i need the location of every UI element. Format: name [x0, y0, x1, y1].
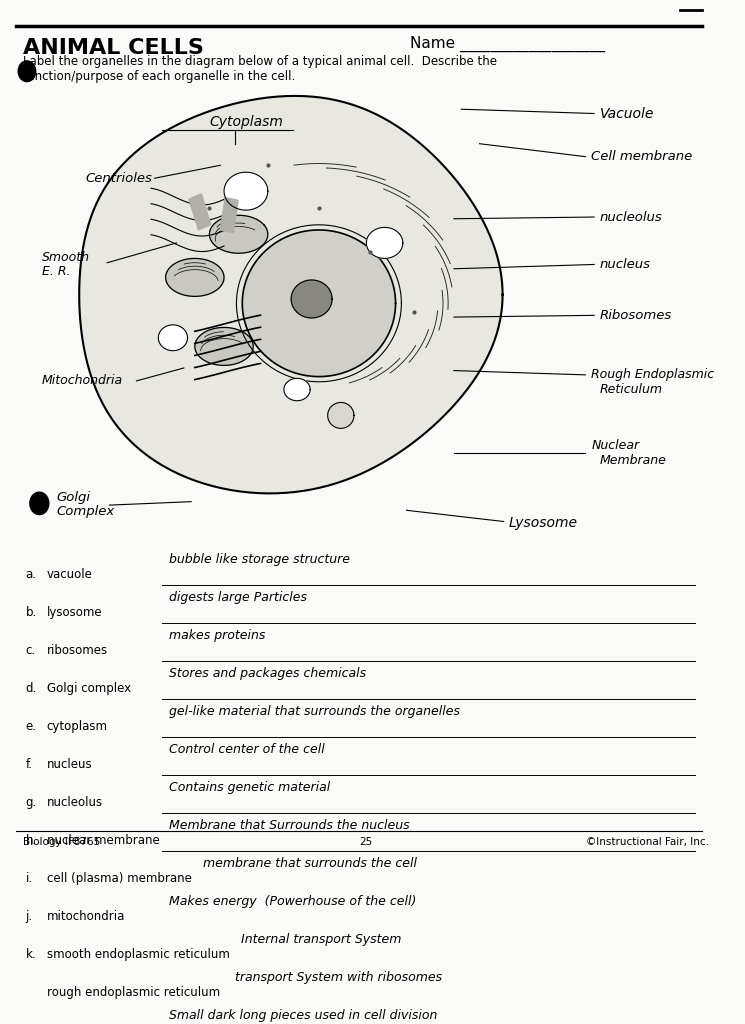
Text: Vacuole: Vacuole [600, 106, 654, 121]
Text: rough endoplasmic reticulum: rough endoplasmic reticulum [47, 986, 220, 999]
Text: ANIMAL CELLS: ANIMAL CELLS [23, 38, 204, 57]
Polygon shape [242, 230, 396, 377]
Text: Control center of the cell: Control center of the cell [169, 743, 325, 756]
Bar [189, 194, 211, 230]
Text: Golgi: Golgi [56, 490, 90, 504]
Text: gel-like material that surrounds the organelles: gel-like material that surrounds the org… [169, 706, 460, 718]
Text: Label the organelles in the diagram below of a typical animal cell.  Describe th: Label the organelles in the diagram belo… [23, 55, 497, 83]
Text: c.: c. [25, 644, 36, 657]
Text: nucleolus: nucleolus [47, 797, 103, 809]
Text: Golgi complex: Golgi complex [47, 682, 131, 695]
Text: Reticulum: Reticulum [600, 383, 663, 396]
Text: lysosome: lysosome [47, 606, 102, 620]
Text: Mitochondria: Mitochondria [42, 375, 123, 387]
Text: nucleus: nucleus [47, 758, 92, 771]
Polygon shape [209, 215, 267, 253]
Text: bubble like storage structure: bubble like storage structure [169, 553, 350, 566]
Text: Complex: Complex [56, 505, 115, 518]
Text: i.: i. [25, 872, 33, 885]
Text: j.: j. [25, 910, 33, 923]
Text: d.: d. [25, 682, 37, 695]
Text: Stores and packages chemicals: Stores and packages chemicals [169, 668, 367, 680]
Circle shape [20, 982, 38, 1002]
Text: Small dark long pieces used in cell division: Small dark long pieces used in cell divi… [169, 1009, 437, 1022]
Text: cytoplasm: cytoplasm [47, 720, 107, 733]
Text: k.: k. [25, 948, 36, 961]
Polygon shape [328, 402, 354, 428]
Text: nuclear membrane: nuclear membrane [47, 835, 159, 847]
Text: f.: f. [25, 758, 33, 771]
Text: a.: a. [25, 568, 37, 582]
Polygon shape [79, 96, 503, 494]
Polygon shape [291, 280, 332, 317]
Text: Nuclear: Nuclear [592, 439, 639, 453]
Polygon shape [195, 328, 253, 366]
Text: digests large Particles: digests large Particles [169, 591, 307, 604]
Text: Biology IF8765: Biology IF8765 [23, 838, 101, 848]
Polygon shape [224, 172, 267, 210]
Bar [221, 198, 238, 232]
Text: h.: h. [25, 835, 37, 847]
Text: b.: b. [25, 606, 37, 620]
Text: mitochondria: mitochondria [47, 910, 125, 923]
Text: ribosomes: ribosomes [47, 644, 108, 657]
Text: vacuole: vacuole [47, 568, 92, 582]
Text: Cytoplasm: Cytoplasm [209, 115, 283, 129]
Text: transport System with ribosomes: transport System with ribosomes [235, 971, 442, 984]
Text: Ribosomes: Ribosomes [600, 309, 672, 322]
Text: membrane that surrounds the cell: membrane that surrounds the cell [203, 857, 416, 870]
Text: Makes energy  (Powerhouse of the cell): Makes energy (Powerhouse of the cell) [169, 895, 416, 908]
Text: Centrioles: Centrioles [86, 172, 152, 184]
Text: E. R.: E. R. [42, 265, 70, 278]
Text: Membrane: Membrane [600, 454, 667, 467]
Text: Internal transport System: Internal transport System [241, 933, 402, 946]
Text: Contains genetic material: Contains genetic material [169, 781, 331, 794]
Text: Lysosome: Lysosome [509, 516, 577, 530]
Text: cell (plasma) membrane: cell (plasma) membrane [47, 872, 191, 885]
Text: e.: e. [25, 720, 37, 733]
Polygon shape [367, 227, 403, 258]
Text: Cell membrane: Cell membrane [592, 151, 692, 163]
Text: Membrane that Surrounds the nucleus: Membrane that Surrounds the nucleus [169, 819, 410, 833]
Text: ©Instructional Fair, Inc.: ©Instructional Fair, Inc. [586, 838, 709, 848]
Text: Smooth: Smooth [42, 251, 89, 264]
Text: makes proteins: makes proteins [169, 630, 266, 642]
Text: Name ___________________: Name ___________________ [410, 36, 605, 52]
Polygon shape [284, 378, 310, 400]
Text: nucleus: nucleus [600, 258, 651, 271]
Polygon shape [159, 325, 188, 350]
Polygon shape [165, 258, 224, 296]
Text: 25: 25 [360, 838, 373, 848]
Text: g.: g. [25, 797, 37, 809]
Text: smooth endoplasmic reticulum: smooth endoplasmic reticulum [47, 948, 229, 961]
Circle shape [30, 493, 49, 515]
Text: Rough Endoplasmic: Rough Endoplasmic [592, 369, 714, 381]
Text: nucleolus: nucleolus [600, 211, 663, 223]
Circle shape [18, 60, 36, 82]
